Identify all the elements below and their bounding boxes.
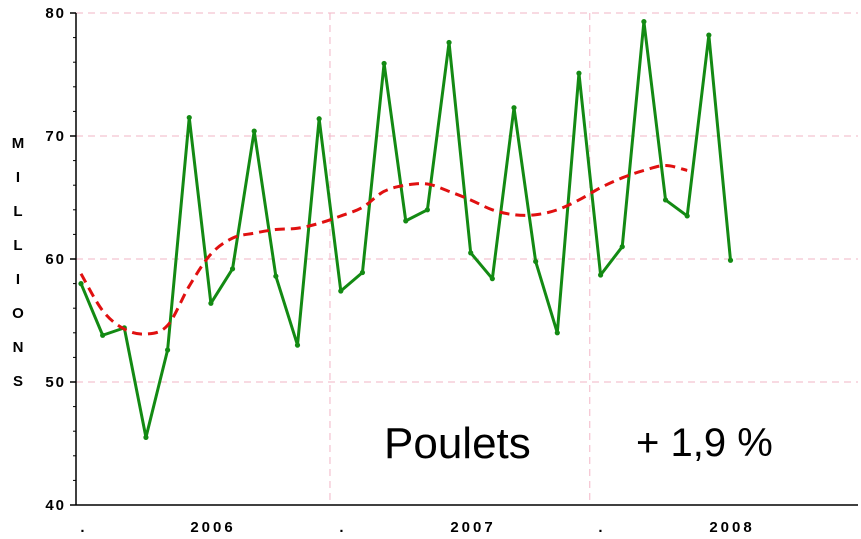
- data-point: [489, 276, 495, 282]
- y-axis-label-char: L: [13, 203, 22, 220]
- x-tick-label: .: [80, 519, 87, 536]
- data-point: [533, 258, 539, 265]
- data-point: [641, 19, 647, 25]
- axes: [70, 12, 858, 506]
- x-tick-label: 2006: [190, 519, 235, 536]
- trend-line: [79, 164, 688, 336]
- data-point: [316, 116, 322, 122]
- data-point: [229, 266, 236, 272]
- data-point: [403, 218, 409, 224]
- annotation-change: + 1,9 %: [636, 421, 773, 465]
- x-tick-labels: . 2006. 2007. 2008: [80, 519, 754, 536]
- data-point: [273, 273, 279, 279]
- data-point: [511, 105, 517, 111]
- data-point: [208, 300, 214, 306]
- data-point: [143, 434, 149, 440]
- data-point: [359, 269, 366, 276]
- data-point: [619, 244, 625, 250]
- data-point: [468, 250, 474, 256]
- data-point: [706, 32, 712, 38]
- x-tick-label: .: [598, 519, 605, 536]
- x-tick-label: 2007: [450, 519, 495, 536]
- data-point: [598, 272, 604, 278]
- y-tick-label: 80: [45, 5, 66, 22]
- y-tick-label: 60: [45, 251, 66, 268]
- data-point: [684, 213, 690, 219]
- data-point: [446, 39, 452, 46]
- monthly-line: [79, 20, 732, 439]
- x-tick-label: 2008: [709, 519, 754, 536]
- y-axis-label-char: N: [13, 339, 24, 356]
- y-tick-labels: 40 50 60 70 80: [45, 5, 66, 514]
- data-point: [251, 128, 257, 134]
- data-point: [338, 288, 344, 294]
- y-axis-label-char: L: [13, 237, 22, 254]
- data-point: [727, 257, 734, 263]
- y-axis-label-char: O: [12, 305, 24, 322]
- data-point: [662, 197, 669, 203]
- y-axis-label-char: M: [12, 135, 25, 152]
- data-point: [294, 342, 301, 348]
- data-point: [554, 330, 560, 336]
- series-layer: [78, 19, 734, 440]
- data-point: [78, 281, 84, 287]
- data-point: [424, 207, 430, 213]
- annotation-label: Poulets: [384, 419, 531, 468]
- data-point: [100, 332, 106, 338]
- y-tick-label: 70: [45, 128, 66, 145]
- y-minor-ticks: [70, 12, 76, 506]
- y-axis-label-char: I: [16, 169, 20, 186]
- data-point: [381, 60, 387, 67]
- data-point: [186, 114, 192, 121]
- y-axis-label-char: S: [13, 373, 23, 390]
- y-tick-label: 50: [45, 374, 66, 391]
- data-point: [576, 70, 582, 76]
- x-tick-label: .: [339, 519, 346, 536]
- y-axis-label-char: I: [16, 271, 20, 288]
- y-tick-label: 40: [45, 497, 66, 514]
- data-point: [165, 347, 171, 353]
